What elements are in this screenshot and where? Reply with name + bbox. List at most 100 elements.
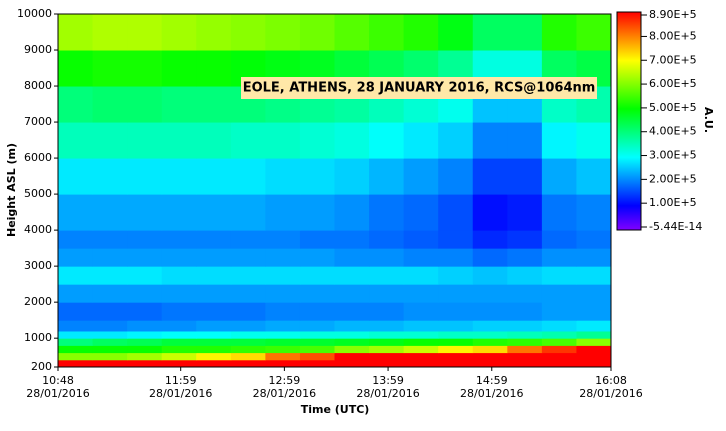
heat-cell xyxy=(369,14,405,51)
x-tick-label: 11:59 xyxy=(165,374,197,387)
heat-cell xyxy=(196,266,232,285)
heat-cell xyxy=(438,345,474,354)
heat-cell xyxy=(230,122,266,159)
heat-cell xyxy=(299,320,335,332)
heat-cell xyxy=(58,320,94,332)
heat-cell xyxy=(299,284,335,303)
colorbar-label: A.U. xyxy=(702,107,715,133)
heat-cell xyxy=(58,86,94,123)
heat-cell xyxy=(541,122,577,159)
heat-cell xyxy=(472,359,508,368)
heat-cell xyxy=(196,158,232,195)
heat-cell xyxy=(265,266,301,285)
heat-cell xyxy=(507,302,543,321)
heat-cell xyxy=(507,158,543,195)
heat-cell xyxy=(161,266,197,285)
heat-cell xyxy=(299,330,335,339)
heat-cell xyxy=(472,248,508,267)
heat-cell xyxy=(161,320,197,332)
heat-cell xyxy=(299,266,335,285)
heat-cell xyxy=(334,122,370,159)
heat-cell xyxy=(92,266,128,285)
chart-title: EOLE, ATHENS, 28 JANUARY 2016, RCS@1064n… xyxy=(243,81,596,96)
heat-cell xyxy=(507,194,543,231)
y-tick-label: 9000 xyxy=(24,43,52,56)
heat-cell xyxy=(299,359,335,368)
heat-cell xyxy=(161,338,197,346)
heat-cell xyxy=(507,248,543,267)
heat-cell xyxy=(369,158,405,195)
heat-cell xyxy=(403,158,439,195)
heat-cell xyxy=(196,320,232,332)
heat-cell xyxy=(334,284,370,303)
heat-cell xyxy=(472,230,508,249)
heat-cell xyxy=(438,266,474,285)
heat-cell xyxy=(265,338,301,346)
x-tick-date: 28/01/2016 xyxy=(460,387,523,400)
heat-cell xyxy=(161,302,197,321)
heat-cell xyxy=(265,230,301,249)
heat-cell xyxy=(403,320,439,332)
y-tick-label: 7000 xyxy=(24,115,52,128)
heat-cell xyxy=(472,352,508,361)
y-tick-label: 10000 xyxy=(17,7,52,20)
title-box xyxy=(241,77,597,99)
heat-cell xyxy=(403,338,439,346)
heat-cell xyxy=(127,14,163,51)
heat-cell xyxy=(92,194,128,231)
heat-cell xyxy=(541,230,577,249)
x-tick-date: 28/01/2016 xyxy=(149,387,212,400)
heat-cell xyxy=(438,14,474,51)
heat-cell xyxy=(265,248,301,267)
heat-cell xyxy=(403,230,439,249)
heat-cell xyxy=(265,320,301,332)
x-tick-label: 12:59 xyxy=(269,374,301,387)
heat-cell xyxy=(92,86,128,123)
x-tick-label: 10:48 xyxy=(42,374,74,387)
heat-cell xyxy=(299,230,335,249)
heat-cell xyxy=(369,320,405,332)
plot-frame xyxy=(57,13,612,368)
heat-cell xyxy=(472,266,508,285)
heat-cell xyxy=(265,352,301,361)
y-tick-label: 200 xyxy=(31,360,52,373)
heat-cell xyxy=(92,284,128,303)
heat-cell xyxy=(403,122,439,159)
heat-cell xyxy=(58,50,94,87)
heat-cell xyxy=(507,330,543,339)
heat-cell xyxy=(403,248,439,267)
x-tick-label: 16:08 xyxy=(595,374,627,387)
heat-cell xyxy=(369,248,405,267)
heat-cell xyxy=(472,338,508,346)
heat-cell xyxy=(369,330,405,339)
heat-cell xyxy=(438,352,474,361)
heat-cell xyxy=(58,266,94,285)
heat-cell xyxy=(472,122,508,159)
heat-cell xyxy=(403,194,439,231)
heat-cell xyxy=(403,359,439,368)
heat-cell xyxy=(507,122,543,159)
heat-cell xyxy=(541,158,577,195)
heat-cell xyxy=(161,352,197,361)
heat-cell xyxy=(230,194,266,231)
heat-cell xyxy=(58,338,94,346)
heat-cell xyxy=(369,266,405,285)
heat-cell xyxy=(230,352,266,361)
heat-cell xyxy=(230,284,266,303)
heat-cell xyxy=(265,330,301,339)
heat-cell xyxy=(196,352,232,361)
heat-cell xyxy=(438,359,474,368)
heat-cell xyxy=(92,359,128,368)
heat-cell xyxy=(334,230,370,249)
heat-cell xyxy=(403,352,439,361)
heat-cell xyxy=(58,248,94,267)
heat-cell xyxy=(230,330,266,339)
heat-cell xyxy=(92,320,128,332)
heat-cell xyxy=(58,359,94,368)
heat-cell xyxy=(127,248,163,267)
heat-cell xyxy=(230,248,266,267)
heat-cell xyxy=(403,345,439,354)
heat-cell xyxy=(299,14,335,51)
heat-cell xyxy=(576,359,612,368)
heat-cell xyxy=(92,338,128,346)
